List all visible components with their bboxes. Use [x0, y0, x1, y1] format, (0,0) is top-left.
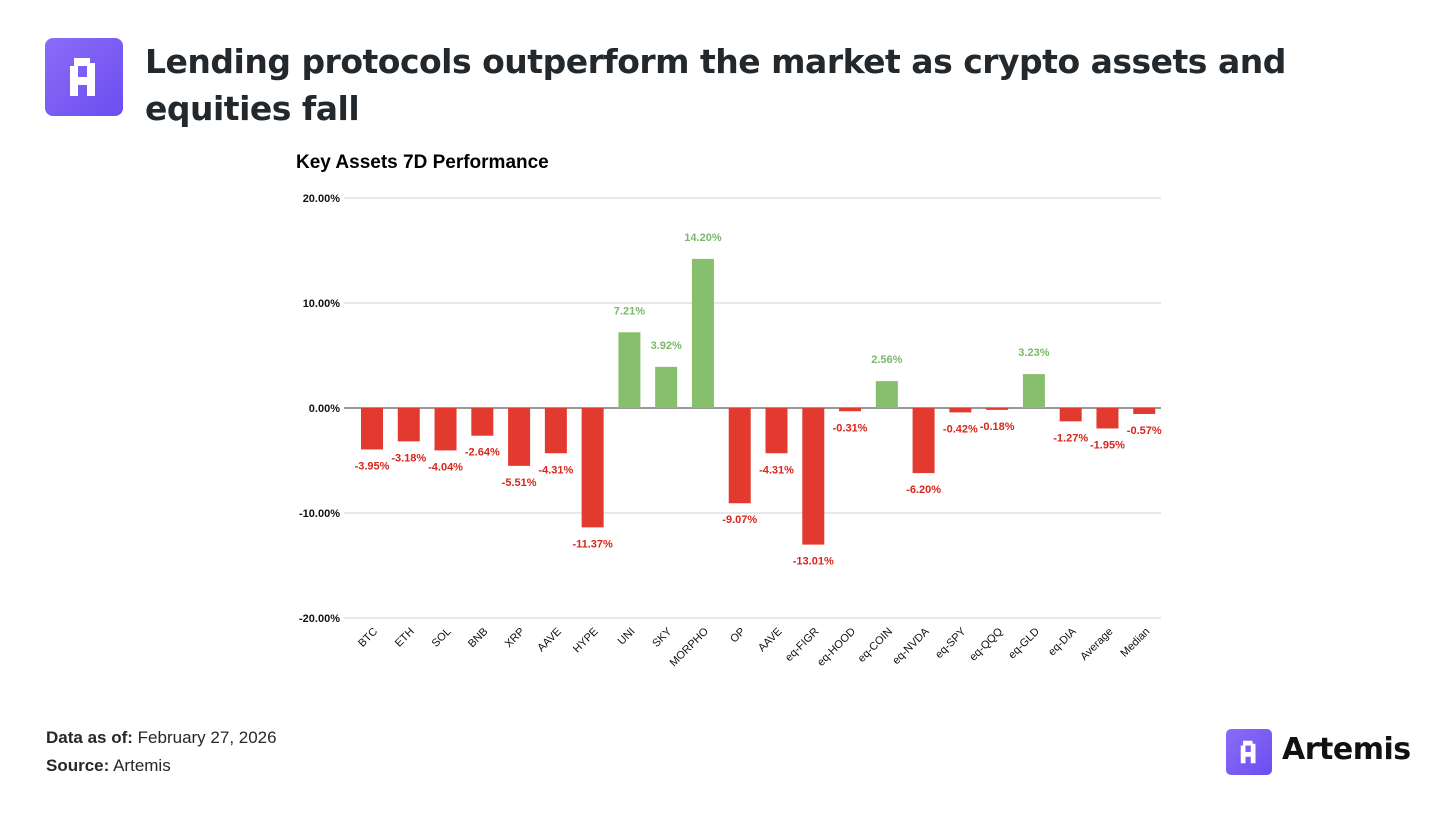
data-label: -4.31% — [538, 464, 573, 476]
bar — [655, 366, 678, 408]
source-label: Source: — [46, 756, 110, 775]
data-label: 3.23% — [1018, 347, 1049, 359]
source-line: Source: Artemis — [46, 756, 171, 776]
data-label: -0.31% — [833, 422, 868, 434]
x-tick-label: XRP — [503, 626, 527, 650]
x-tick-label: AAVE — [535, 626, 564, 655]
bar — [875, 381, 898, 408]
x-tick-label: eq-GLD — [1006, 626, 1042, 662]
data-label: -13.01% — [793, 556, 834, 568]
bar — [986, 408, 1009, 410]
data-label: -3.18% — [391, 452, 426, 464]
x-tick-label: eq-QQQ — [967, 625, 1005, 663]
x-tick-label: HYPE — [571, 626, 601, 656]
x-tick-label: MORPHO — [668, 625, 712, 669]
bar — [618, 332, 641, 408]
bar — [802, 408, 825, 545]
x-tick-label: Average — [1078, 626, 1115, 663]
data-label: -4.04% — [428, 461, 463, 473]
y-tick-label: -20.00% — [299, 613, 340, 625]
bar — [949, 408, 972, 413]
brand-name: Artemis — [1282, 732, 1411, 767]
x-tick-label: Median — [1118, 626, 1152, 660]
bar — [912, 408, 935, 474]
data-label: -0.57% — [1127, 425, 1162, 437]
data-label: 14.20% — [684, 232, 722, 244]
data-label: 3.92% — [651, 340, 682, 352]
chart-bars — [361, 258, 1156, 545]
data-label: -0.18% — [980, 421, 1015, 433]
bar — [361, 408, 383, 450]
x-tick-label: eq-COIN — [856, 626, 895, 665]
bar — [397, 408, 420, 442]
data-date-label: Data as of: — [46, 728, 133, 747]
data-label: -3.95% — [355, 460, 390, 472]
x-tick-label: BTC — [356, 626, 380, 650]
data-label: -1.95% — [1090, 439, 1125, 451]
y-tick-label: 20.00% — [303, 193, 341, 205]
bar — [1059, 408, 1082, 422]
bar — [434, 408, 457, 451]
x-tick-label: BNB — [466, 626, 490, 650]
x-tick-label: eq-SPY — [933, 625, 969, 661]
y-tick-label: 0.00% — [309, 403, 340, 415]
x-tick-label: SOL — [430, 626, 454, 650]
bar — [691, 258, 714, 408]
data-date-value: February 27, 2026 — [137, 728, 277, 747]
bar — [581, 408, 604, 528]
bar — [839, 408, 862, 412]
data-label: 7.21% — [614, 305, 645, 317]
data-date-line: Data as of: February 27, 2026 — [46, 728, 277, 748]
artemis-logo-icon — [45, 38, 123, 116]
data-label: -0.42% — [943, 423, 978, 435]
bar — [471, 408, 494, 436]
data-label: -4.31% — [759, 464, 794, 476]
x-tick-label: UNI — [616, 626, 638, 648]
bar — [765, 408, 788, 454]
x-tick-label: eq-FIGR — [783, 626, 821, 664]
bar — [508, 408, 531, 466]
page-title: Lending protocols outperform the market … — [145, 42, 1286, 128]
bar-chart: Key Assets 7D Performance 20.00% 10.00% 0.… — [296, 152, 1162, 669]
x-tick-label: OP — [728, 626, 748, 646]
brand-logo: Artemis — [1226, 729, 1426, 775]
bar — [1133, 408, 1156, 414]
chart-title: Key Assets 7D Performance — [296, 152, 549, 173]
x-tick-label: AAVE — [756, 626, 785, 655]
x-tick-label: SKY — [650, 625, 675, 650]
bar — [1096, 408, 1119, 429]
y-tick-label: -10.00% — [299, 508, 340, 520]
data-label: -9.07% — [722, 514, 757, 526]
data-label: -6.20% — [906, 484, 941, 496]
y-tick-label: 10.00% — [303, 298, 341, 310]
x-tick-label: eq-NVDA — [890, 625, 932, 667]
data-label: -1.27% — [1053, 432, 1088, 444]
artemis-logo-icon — [1226, 729, 1272, 775]
x-tick-label: eq-HOOD — [815, 626, 858, 669]
bar — [728, 408, 751, 504]
data-label: -2.64% — [465, 447, 500, 459]
data-label: -11.37% — [572, 538, 613, 550]
source-value: Artemis — [113, 756, 171, 775]
bar — [544, 408, 567, 454]
data-label: 2.56% — [871, 354, 902, 366]
x-tick-label: eq-DIA — [1046, 625, 1079, 658]
bar — [1022, 374, 1045, 408]
data-label: -5.51% — [502, 477, 537, 489]
x-tick-label: ETH — [393, 626, 417, 650]
